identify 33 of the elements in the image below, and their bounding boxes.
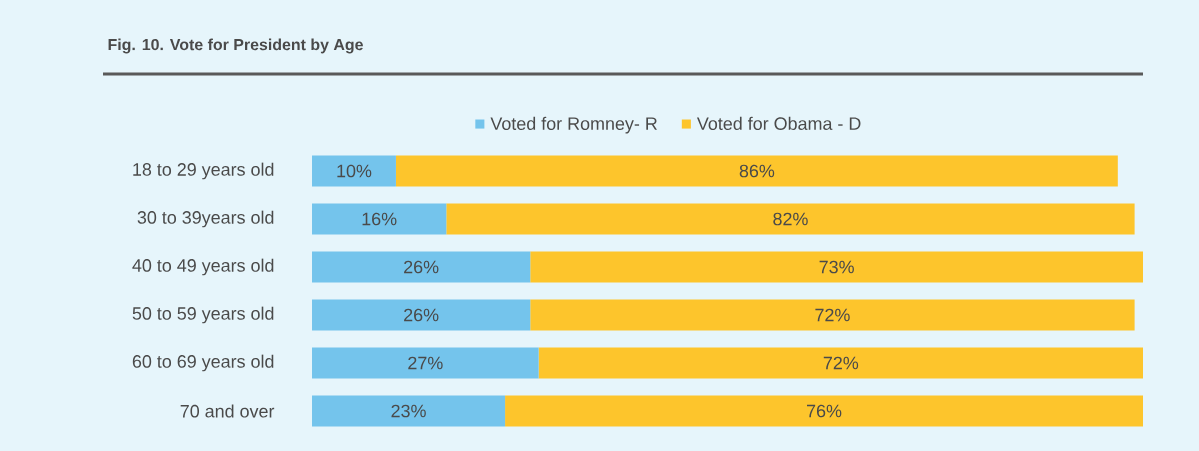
legend-label: Voted for Romney- R — [490, 116, 657, 134]
data-label: 26% — [404, 260, 439, 274]
bar — [312, 251, 531, 283]
bar — [395, 155, 1118, 187]
data-label: 76% — [807, 404, 842, 418]
bar — [312, 395, 506, 427]
y-tick-label: 30 to 39years old — [137, 210, 274, 228]
y-tick-label: 18 to 29 years old — [133, 162, 274, 180]
legend-label: Voted for Obama - D — [696, 116, 861, 130]
bar — [312, 347, 539, 379]
data-label: 10% — [337, 164, 372, 178]
data-label: 72% — [815, 308, 850, 322]
bar — [312, 299, 531, 331]
data-label: 26% — [404, 308, 439, 322]
y-tick-label: 40 to 49 years old — [132, 258, 274, 276]
bar — [312, 203, 447, 235]
bar — [505, 395, 1143, 427]
y-tick-label: 50 to 59 years old — [132, 306, 274, 324]
bar — [446, 203, 1135, 235]
data-label: 73% — [819, 260, 854, 274]
bar — [530, 251, 1143, 283]
y-tick-label: 60 to 69 years old — [132, 354, 274, 372]
data-label: 82% — [773, 212, 808, 226]
data-label: 23% — [391, 404, 426, 418]
data-label: 27% — [408, 356, 443, 370]
bar — [530, 299, 1135, 331]
data-label: 86% — [739, 164, 775, 178]
bar — [312, 155, 396, 187]
data-label: 16% — [362, 212, 397, 226]
y-tick-label: 70 and over — [180, 404, 275, 418]
bar — [538, 347, 1143, 379]
chart-title: Fig. 10. Vote for President by Age — [108, 38, 363, 54]
data-label: 72% — [823, 356, 859, 370]
